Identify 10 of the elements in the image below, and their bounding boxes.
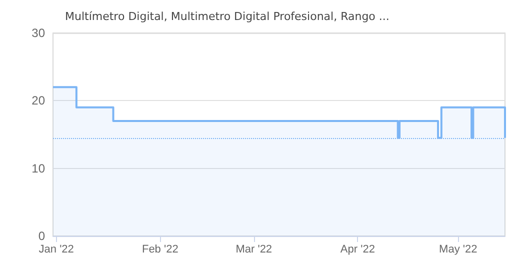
x-tick-label: May '22 [439,244,478,256]
y-tick-label: 10 [32,161,46,176]
x-tick-label: Jan '22 [38,244,74,256]
y-tick-label: 30 [32,26,46,40]
x-tick-label: Feb '22 [142,244,178,256]
y-tick-label: 0 [38,229,46,243]
y-tick-label: 20 [32,94,46,108]
chart-title: Multímetro Digital, Multimetro Digital Profesional, Rango ... [65,10,390,23]
x-tick-label: Mar '22 [236,244,272,256]
x-tick-label: Apr '22 [340,244,375,256]
